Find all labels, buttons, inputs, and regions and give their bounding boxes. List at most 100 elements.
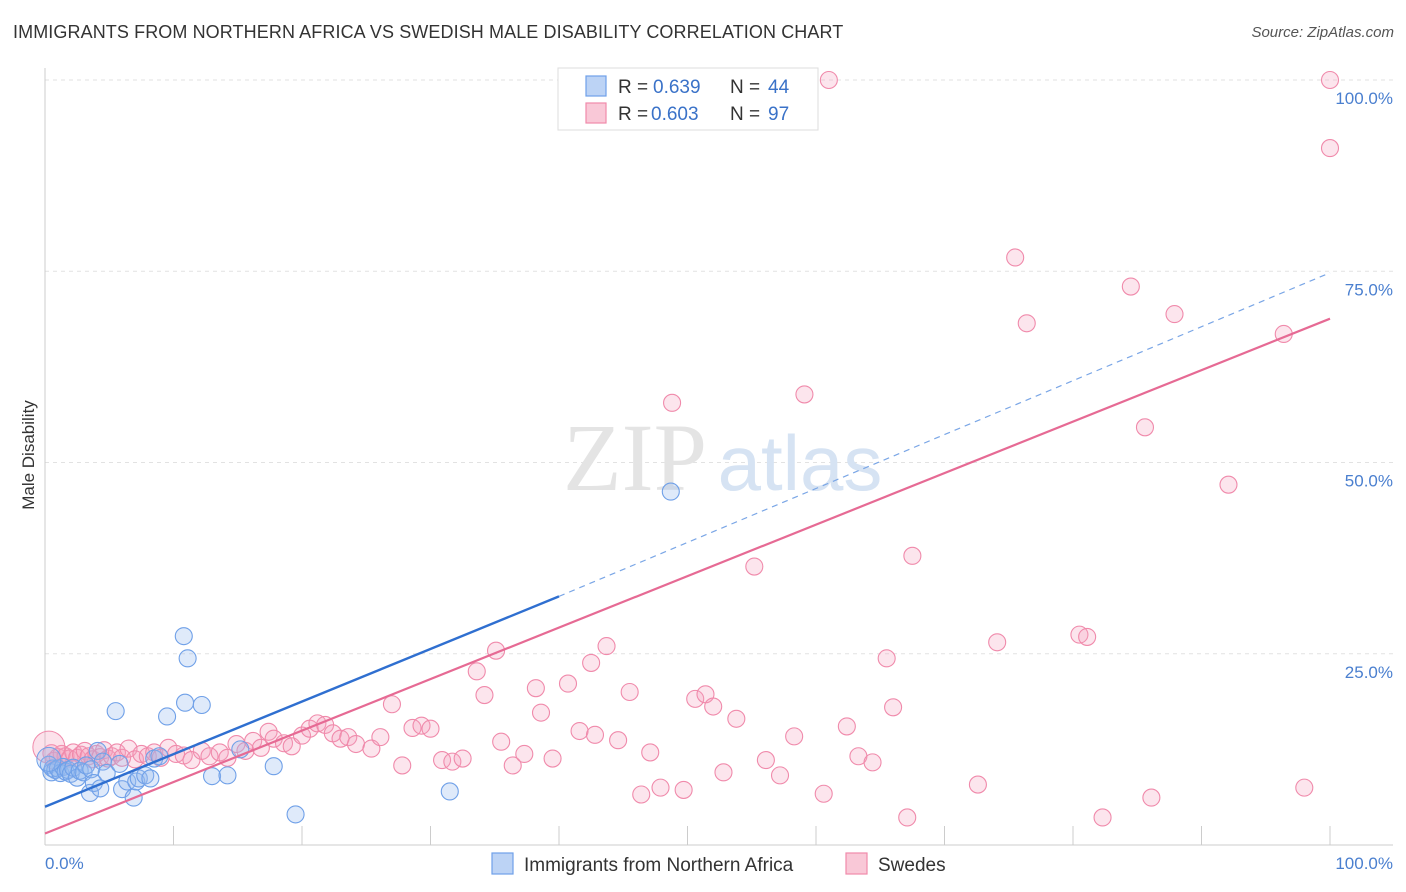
swedes-point-77 <box>651 778 670 797</box>
swedes-point-99 <box>968 775 987 794</box>
swedes-point-75 <box>632 785 651 804</box>
legend-r-value-1: 0.603 <box>651 104 699 125</box>
swedes-point-50 <box>371 728 390 747</box>
swedes-point-63 <box>503 756 522 775</box>
swedes-point-55 <box>421 719 440 738</box>
bottom-legend-label-immigrants: Immigrants from Northern Africa <box>524 855 794 876</box>
swedes-point-105 <box>1093 808 1112 827</box>
immigrants-point-23 <box>110 754 129 773</box>
swedes-point-83 <box>714 763 733 782</box>
legend-n-value-0: 44 <box>768 77 790 98</box>
swedes-point-73 <box>609 731 628 750</box>
swedes-point-96 <box>884 698 903 717</box>
swedes-point-52 <box>393 756 412 775</box>
swedes-point-113 <box>1320 139 1340 158</box>
swedes-point-102 <box>1017 314 1036 333</box>
swedes-point-90 <box>814 784 833 803</box>
swedes-point-104 <box>1078 627 1097 646</box>
y-tick-label-0: 25.0% <box>1345 663 1393 682</box>
swedes-point-109 <box>1165 305 1184 324</box>
legend-n-value-1: 97 <box>768 104 789 125</box>
swedes-point-70 <box>582 653 601 672</box>
immigrants-point-42 <box>286 805 305 824</box>
immigrants-point-39 <box>218 766 237 785</box>
swedes-point-112 <box>1320 70 1340 90</box>
swedes-point-108 <box>1142 788 1161 807</box>
swedes-point-88 <box>785 727 804 746</box>
watermark-atlas: atlas <box>718 419 883 507</box>
swedes-point-48 <box>346 734 366 754</box>
series-immigrants-points <box>36 482 680 824</box>
x-tick-label-right: 100.0% <box>1335 854 1393 873</box>
swedes-point-101 <box>1006 248 1025 267</box>
source-label: Source: ZipAtlas.com <box>1251 24 1394 41</box>
axes <box>44 68 1393 846</box>
swedes-point-91 <box>819 70 838 90</box>
y-tick-label-2: 75.0% <box>1345 280 1393 299</box>
swedes-point-92 <box>837 717 856 736</box>
swedes-point-69 <box>570 721 589 741</box>
swedes-point-30 <box>200 747 219 766</box>
swedes-point-98 <box>903 546 922 565</box>
immigrants-point-38 <box>203 767 222 786</box>
swedes-point-97 <box>898 808 917 827</box>
watermark-zip: ZIP <box>563 404 707 511</box>
immigrants-point-18 <box>88 741 107 760</box>
immigrants-point-37 <box>192 695 211 715</box>
stats-legend: R = 0.639 N = 44 R = 0.603 N = 97 <box>557 67 819 131</box>
swedes-point-28 <box>182 751 201 770</box>
swedes-point-64 <box>515 744 534 764</box>
immigrants-point-30 <box>141 769 160 788</box>
tick-labels: 25.0% 50.0% 75.0% 100.0% 0.0% 100.0% <box>45 89 1393 873</box>
swedes-point-17 <box>107 743 127 762</box>
legend-n-label-1: N = <box>730 104 760 125</box>
y-axis-label: Male Disability <box>19 400 38 510</box>
swedes-point-65 <box>526 679 545 698</box>
swedes-point-74 <box>620 682 639 702</box>
immigrants-point-27 <box>127 772 146 791</box>
x-tick-label-left: 0.0% <box>45 854 84 873</box>
immigrants-point-34 <box>174 627 193 646</box>
swedes-point-114 <box>1295 778 1314 797</box>
immigrants-point-41 <box>264 757 283 776</box>
swedes-point-57 <box>443 752 462 771</box>
swedes-point-58 <box>453 749 472 768</box>
immigrants-trend-line <box>44 595 560 808</box>
bottom-legend-swatch-immigrants <box>491 852 514 875</box>
swedes-point-86 <box>756 751 775 770</box>
legend-swatch-swedes <box>585 102 607 124</box>
legend-r-value-0: 0.639 <box>653 77 701 98</box>
swedes-point-100 <box>988 633 1007 652</box>
swedes-point-76 <box>641 743 660 762</box>
swedes-point-72 <box>597 637 616 656</box>
chart-title: IMMIGRANTS FROM NORTHERN AFRICA VS SWEDI… <box>13 22 844 42</box>
swedes-point-51 <box>382 695 402 714</box>
immigrants-point-43 <box>440 782 459 801</box>
swedes-point-60 <box>475 686 494 705</box>
y-tick-label-1: 50.0% <box>1345 472 1393 491</box>
bottom-legend-label-swedes: Swedes <box>878 855 946 876</box>
swedes-point-62 <box>492 732 511 751</box>
legend-r-label-0: R = <box>618 77 648 98</box>
grid-lines <box>45 79 1393 655</box>
y-tick-label-3: 100.0% <box>1335 89 1393 108</box>
swedes-point-67 <box>543 749 562 768</box>
swedes-point-87 <box>770 766 790 785</box>
swedes-point-80 <box>686 689 705 708</box>
swedes-point-84 <box>727 709 746 728</box>
swedes-point-95 <box>877 649 896 668</box>
swedes-trend-line <box>44 317 1331 835</box>
legend-swatch-immigrants <box>585 75 607 97</box>
legend-r-label-1: R = <box>618 104 648 125</box>
swedes-point-79 <box>674 780 693 799</box>
swedes-point-85 <box>745 557 764 576</box>
swedes-point-107 <box>1135 418 1155 437</box>
swedes-point-82 <box>704 697 723 716</box>
swedes-point-106 <box>1121 277 1140 296</box>
swedes-point-66 <box>531 703 551 722</box>
swedes-point-68 <box>558 674 578 693</box>
immigrants-point-33 <box>158 707 177 726</box>
watermark: ZIP atlas <box>563 404 882 511</box>
swedes-point-89 <box>795 385 814 404</box>
